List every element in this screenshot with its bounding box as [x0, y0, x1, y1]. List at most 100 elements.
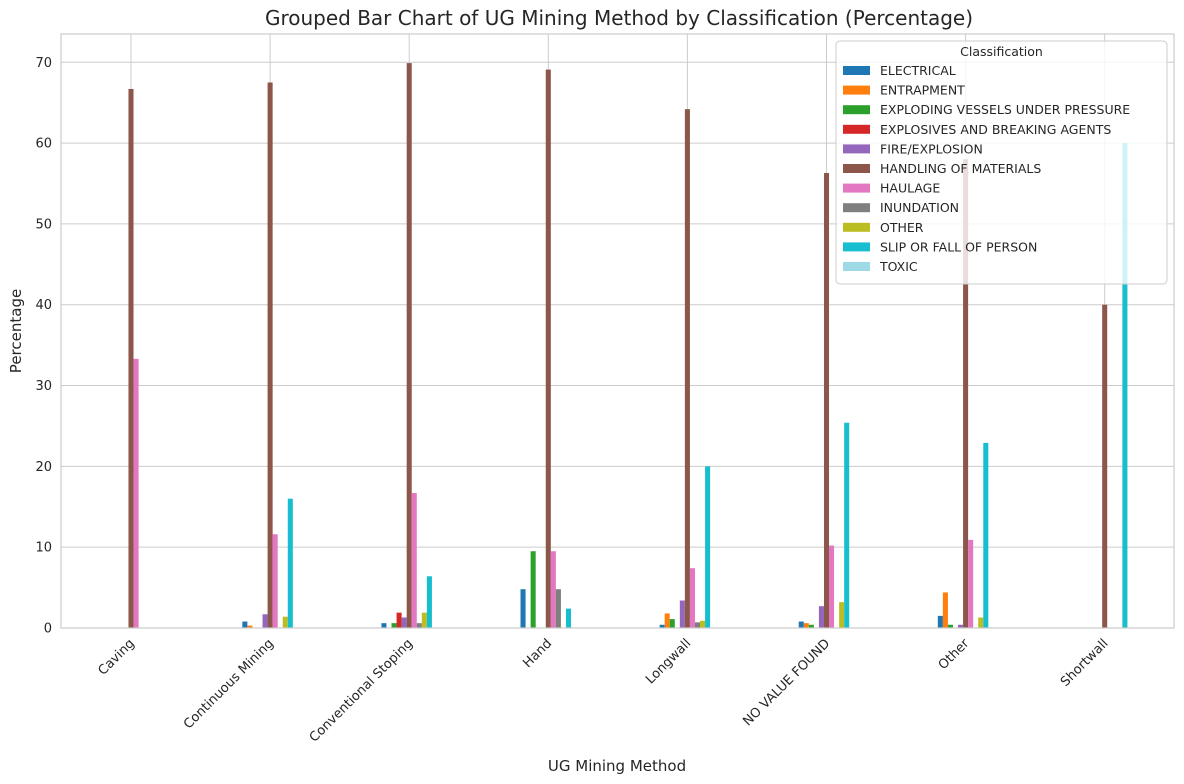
bar	[947, 624, 953, 628]
bar	[401, 617, 407, 628]
bar	[664, 613, 670, 628]
legend-label: FIRE/EXPLOSION	[880, 141, 983, 156]
bar	[803, 623, 809, 628]
bar	[1122, 143, 1128, 628]
bar	[133, 358, 139, 628]
legend-swatch	[843, 203, 870, 213]
bar	[808, 624, 814, 628]
x-tick-label: Hand	[520, 636, 555, 671]
bar	[550, 551, 556, 628]
y-tick-label: 50	[35, 217, 52, 232]
bar	[287, 498, 293, 628]
bar	[798, 621, 804, 628]
bar	[983, 442, 989, 628]
bar	[1102, 304, 1108, 628]
bar	[565, 608, 572, 628]
legend-swatch	[843, 262, 870, 271]
legend-label: EXPLOSIVES AND BREAKING AGENTS	[880, 122, 1111, 137]
legend-swatch	[843, 85, 870, 95]
bar	[381, 623, 387, 628]
bar	[669, 619, 675, 628]
bar	[844, 422, 850, 628]
bar	[958, 624, 964, 628]
bar	[396, 612, 402, 628]
bar	[818, 606, 824, 628]
legend-swatch	[843, 242, 870, 252]
bar	[684, 109, 690, 628]
legend-label: EXPLODING VESSELS UNDER PRESSURE	[880, 102, 1130, 117]
x-tick-label: Continuous Mining	[181, 636, 277, 732]
x-tick-label: NO VALUE FOUND	[740, 636, 833, 729]
bar	[659, 624, 665, 628]
plot-frame	[60, 33, 1175, 629]
bar	[689, 568, 695, 628]
bar	[421, 612, 427, 628]
bar	[282, 616, 288, 628]
y-tick-label: 40	[35, 298, 52, 313]
bar	[839, 602, 845, 628]
bars	[128, 63, 1128, 629]
bar	[679, 600, 685, 628]
bar	[978, 617, 984, 628]
y-tick-label: 20	[35, 460, 52, 475]
legend-label: ELECTRICAL	[880, 63, 956, 78]
legend-box	[835, 40, 1168, 285]
x-tick-label: Caving	[96, 636, 138, 678]
bar	[963, 159, 969, 628]
legend-swatch	[843, 124, 870, 134]
legend-swatch	[843, 222, 870, 232]
bar	[411, 493, 417, 628]
legend-swatch	[843, 144, 870, 154]
bar	[705, 466, 711, 628]
legend-label: INUNDATION	[880, 200, 959, 215]
bar	[267, 82, 273, 629]
bar	[694, 622, 701, 628]
y-tick-label: 30	[35, 379, 52, 394]
legend-label: HAULAGE	[880, 181, 940, 196]
bar	[823, 173, 830, 628]
x-tick-label: Longwall	[643, 636, 694, 687]
legend-swatch	[843, 105, 870, 115]
bar	[242, 621, 248, 628]
y-tick-label: 70	[35, 56, 52, 71]
bar	[530, 551, 536, 628]
x-tick-label: Conventional Stoping	[307, 636, 416, 745]
bar	[416, 623, 422, 628]
bar	[247, 625, 253, 628]
legend-swatch	[843, 183, 870, 193]
legend-title: Classification	[960, 44, 1043, 59]
bar	[406, 63, 412, 628]
y-tick-label: 10	[35, 541, 52, 556]
bar	[968, 539, 974, 628]
legend: Classification ELECTRICAL ENTRAPMENT EXPLOD…	[835, 40, 1168, 285]
legend-swatch	[843, 164, 870, 173]
bar	[426, 576, 432, 628]
x-axis-ticks: Caving Continuous Mining Conventional Stop…	[96, 636, 1112, 746]
legend-swatch	[843, 66, 870, 75]
bar	[391, 623, 397, 628]
bar	[520, 589, 526, 628]
x-tick-label: Shortwall	[1058, 636, 1112, 690]
legend-label: TOXIC	[879, 259, 918, 274]
bar	[942, 592, 948, 628]
chart-title: Grouped Bar Chart of UG Mining Method by…	[265, 6, 973, 30]
bar	[128, 88, 134, 628]
y-axis-title: Percentage	[7, 289, 25, 373]
y-tick-label: 60	[35, 137, 52, 152]
bar	[545, 69, 551, 628]
bar	[829, 545, 835, 628]
y-axis-ticks: 0 10 20 30 40 50 60 70	[35, 56, 52, 637]
x-tick-label: Other	[936, 636, 973, 673]
bar	[262, 614, 268, 628]
legend-label: OTHER	[880, 220, 924, 235]
x-axis-title: UG Mining Method	[548, 757, 686, 775]
bar	[272, 534, 278, 628]
legend-label: SLIP OR FALL OF PERSON	[880, 239, 1037, 254]
bar	[700, 620, 706, 628]
y-tick-label: 0	[44, 622, 52, 637]
legend-label: HANDLING OF MATERIALS	[880, 161, 1041, 176]
legend-label: ENTRAPMENT	[880, 83, 965, 98]
bar	[937, 615, 943, 628]
bar	[555, 589, 561, 628]
